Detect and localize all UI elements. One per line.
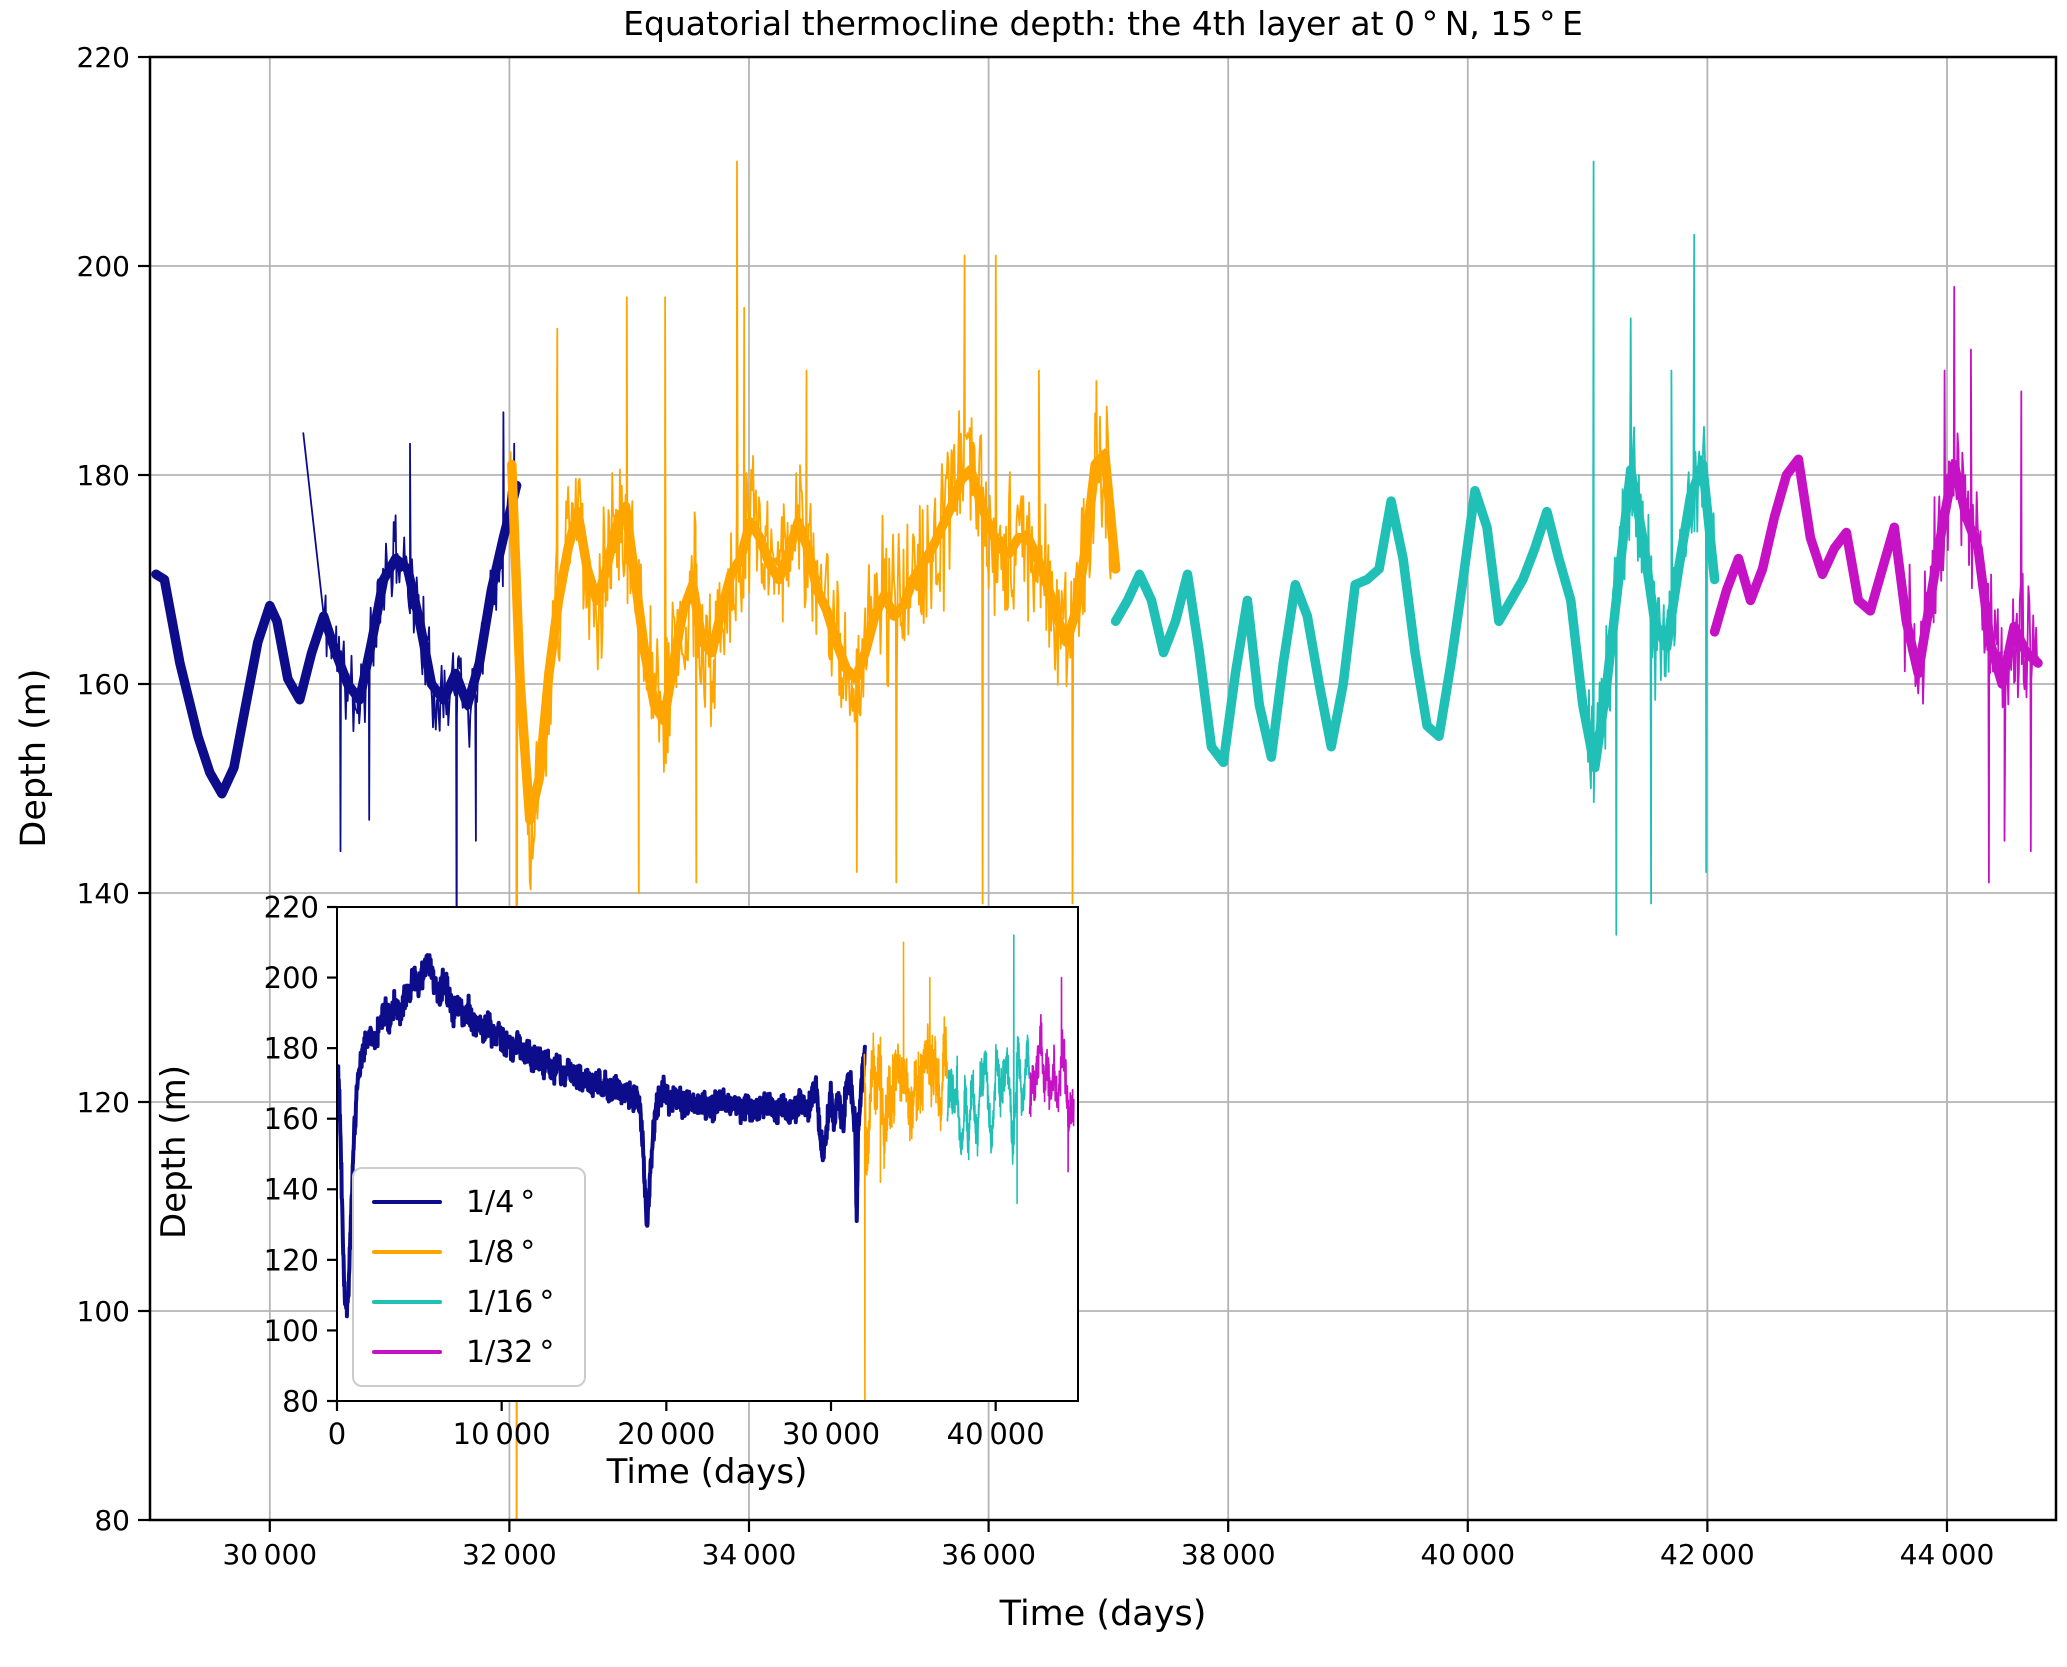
svg-text:100: 100 — [264, 1314, 319, 1348]
svg-text:0: 0 — [328, 1417, 346, 1451]
svg-text:40 000: 40 000 — [1420, 1538, 1515, 1571]
inset-x-tick-labels: 0 10 000 20 000 30 000 40 000 — [328, 1417, 1045, 1451]
svg-text:180: 180 — [77, 459, 130, 492]
svg-text:220: 220 — [77, 41, 130, 74]
legend-label: 1/8 ° — [466, 1234, 536, 1270]
chart-title: Equatorial thermocline depth: the 4th la… — [623, 4, 1583, 43]
inset-y-tick-labels: 80 100 120 140 160 180 200 220 — [264, 890, 319, 1418]
legend-line-sample — [372, 1250, 442, 1254]
inset-ticks — [327, 905, 997, 1411]
main-y-tick-labels: 80 100 120 140 160 180 200 220 — [77, 41, 130, 1537]
svg-text:200: 200 — [264, 961, 319, 995]
main-series — [151, 160, 2043, 1520]
inset-series-quarter-degree — [337, 953, 867, 1319]
series-filtered-thirtysecond-degree — [1709, 454, 2043, 689]
legend-entry-quarter-degree: 1/4 ° — [372, 1181, 554, 1223]
main-spines — [148, 55, 2058, 1522]
svg-text:20 000: 20 000 — [617, 1417, 715, 1451]
legend-label: 1/32 ° — [466, 1334, 555, 1370]
svg-text:120: 120 — [264, 1243, 319, 1277]
inset-series-thirtysecond-degree — [1028, 976, 1075, 1173]
legend-label: 1/4 ° — [466, 1184, 536, 1220]
svg-text:34 000: 34 000 — [702, 1538, 797, 1571]
svg-text:38 000: 38 000 — [1181, 1538, 1276, 1571]
legend-label: 1/16 ° — [466, 1284, 555, 1320]
svg-text:30 000: 30 000 — [782, 1417, 880, 1451]
svg-text:140: 140 — [77, 877, 130, 910]
inset-series — [337, 934, 1075, 1401]
series-filtered-eighth-degree — [507, 449, 1121, 825]
svg-text:40 000: 40 000 — [947, 1417, 1045, 1451]
inset-spines — [336, 906, 1079, 1402]
inset-series-eighth-degree — [863, 941, 949, 1401]
svg-text:180: 180 — [264, 1032, 319, 1066]
series-filtered-sixteenth-degree — [1110, 459, 1720, 773]
legend-line-sample — [372, 1200, 442, 1204]
legend-line-sample — [372, 1300, 442, 1304]
svg-text:36 000: 36 000 — [941, 1538, 1036, 1571]
legend-line-sample — [372, 1350, 442, 1354]
svg-text:220: 220 — [264, 890, 319, 924]
main-x-axis-label: Time (days) — [999, 1594, 1207, 1634]
inset-series-sixteenth-degree — [946, 934, 1031, 1205]
legend-entry-sixteenth-degree: 1/16 ° — [372, 1281, 554, 1323]
inset-x-axis-label: Time (days) — [606, 1452, 808, 1492]
legend-entry-eighth-degree: 1/8 ° — [372, 1231, 554, 1273]
svg-text:160: 160 — [264, 1102, 319, 1136]
svg-text:140: 140 — [264, 1173, 319, 1207]
svg-text:10 000: 10 000 — [453, 1417, 551, 1451]
svg-text:100: 100 — [77, 1295, 130, 1328]
main-x-tick-labels: 30 000 32 000 34 000 36 000 38 000 40 000 42 0… — [222, 1538, 1994, 1571]
series-filtered-quarter-degree — [151, 480, 522, 799]
svg-text:44 000: 44 000 — [1900, 1538, 1995, 1571]
svg-text:160: 160 — [77, 668, 130, 701]
svg-text:200: 200 — [77, 250, 130, 283]
svg-text:80: 80 — [282, 1384, 319, 1418]
svg-text:42 000: 42 000 — [1660, 1538, 1755, 1571]
svg-text:80: 80 — [94, 1504, 130, 1537]
inset-y-axis-label: Depth (m) — [154, 1064, 194, 1240]
legend-entry-thirtysecond-degree: 1/32 ° — [372, 1331, 554, 1373]
svg-text:120: 120 — [77, 1086, 130, 1119]
main-ticks — [138, 55, 1949, 1532]
main-y-axis-label: Depth (m) — [14, 668, 54, 848]
legend: 1/4 ° 1/8 ° 1/16 ° 1/32 ° — [352, 1167, 587, 1387]
svg-text:32 000: 32 000 — [462, 1538, 557, 1571]
svg-text:30 000: 30 000 — [222, 1538, 317, 1571]
